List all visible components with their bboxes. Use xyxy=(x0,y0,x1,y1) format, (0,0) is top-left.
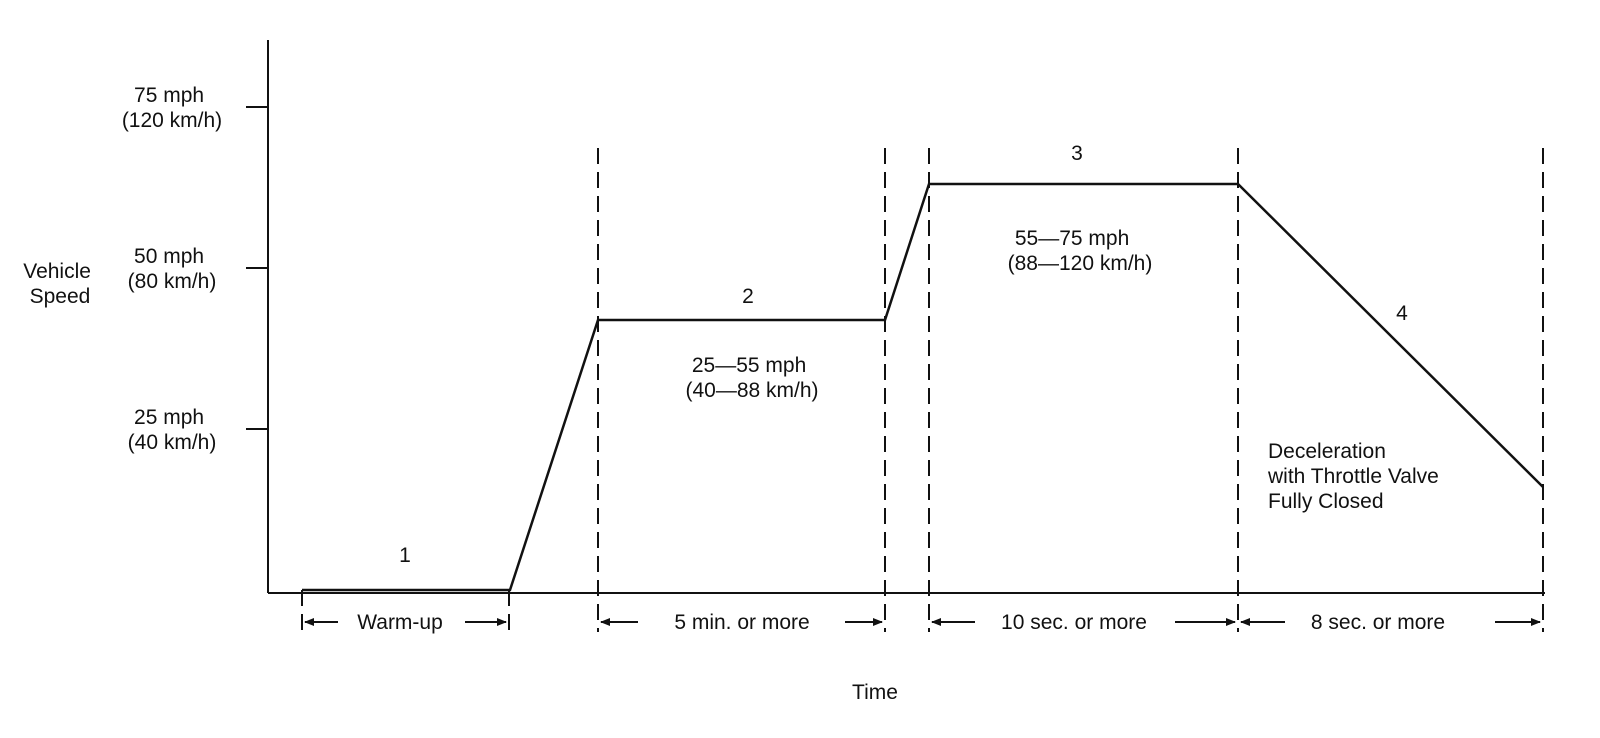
y-axis-label: Vehicle Speed xyxy=(23,260,97,308)
phase-1-duration: Warm-up xyxy=(357,611,443,634)
phase-3-number: 3 xyxy=(1071,142,1083,165)
phase-3-duration: 10 sec. or more xyxy=(1001,611,1147,634)
phase-4-duration: 8 sec. or more xyxy=(1311,611,1445,634)
y-tick-label-50: 50 mph (80 km/h) xyxy=(128,245,217,293)
phase-2-duration: 5 min. or more xyxy=(674,611,809,634)
x-axis-label: Time xyxy=(852,681,898,704)
phase-1-number: 1 xyxy=(399,544,411,567)
speed-profile-line xyxy=(302,182,1544,592)
phase-4-note: Deceleration with Throttle Valve Fully C… xyxy=(1267,440,1445,513)
phase-2-range: 25—55 mph (40—88 km/h) xyxy=(685,354,818,402)
phase-boundaries xyxy=(301,148,1544,636)
y-tick-label-25: 25 mph (40 km/h) xyxy=(128,406,217,454)
phase-4-number: 4 xyxy=(1396,302,1408,325)
y-tick-label-75: 75 mph (120 km/h) xyxy=(122,84,222,132)
phase-2-number: 2 xyxy=(742,285,754,308)
phase-3-range: 55—75 mph (88—120 km/h) xyxy=(1008,227,1153,275)
